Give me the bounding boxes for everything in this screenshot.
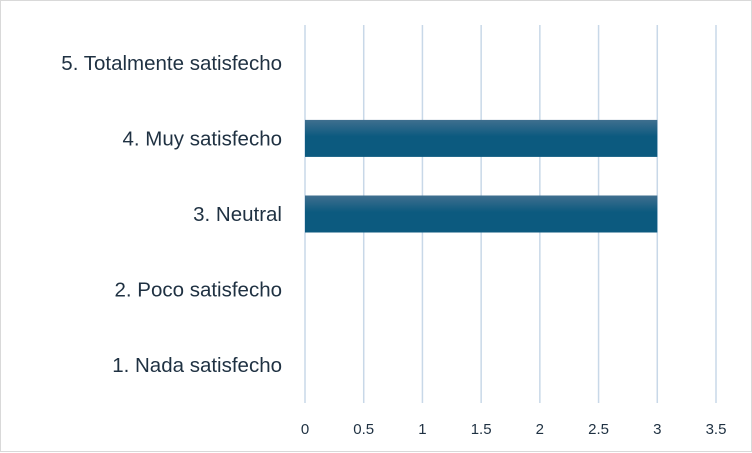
x-tick-label: 0 (301, 421, 309, 438)
bar (305, 119, 658, 157)
category-label: 1. Nada satisfecho (112, 354, 282, 377)
x-tick-label: 1 (418, 421, 426, 438)
x-tick-label: 2 (536, 421, 544, 438)
x-tick-label: 3.5 (706, 421, 727, 438)
category-label: 3. Neutral (193, 203, 282, 226)
x-tick-label: 0.5 (353, 421, 374, 438)
category-label: 4. Muy satisfecho (122, 127, 282, 150)
bars (305, 119, 658, 233)
x-axis-tick-labels: 0 0.5 1 1.5 2 2.5 3 3.5 (301, 421, 727, 438)
category-label: 2. Poco satisfecho (114, 279, 282, 302)
x-tick-label: 2.5 (588, 421, 609, 438)
x-tick-label: 1.5 (471, 421, 492, 438)
bar (305, 195, 658, 233)
category-labels: 1. Nada satisfecho 2. Poco satisfecho 3. N… (61, 52, 282, 377)
x-tick-label: 3 (653, 421, 661, 438)
category-label: 5. Totalmente satisfecho (61, 52, 282, 75)
